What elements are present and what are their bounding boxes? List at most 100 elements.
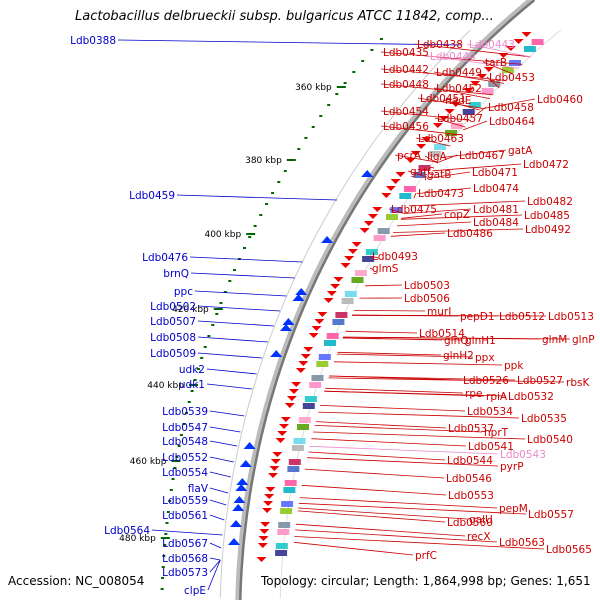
kbp-label: 460 kbp [130,457,167,467]
gene-block [298,417,311,423]
gene-block [450,123,463,129]
tick-dot [233,269,236,271]
tick-dot [177,445,181,447]
reverse-gene-arrow [262,508,273,513]
tick-dot [187,401,191,403]
reverse-gene-arrow [265,487,276,492]
reverse-gene-arrow [330,284,341,289]
right-gene-label: pyrP [500,461,524,473]
right-gene-label: Ldb0553 [448,490,494,502]
right-gene-label: glmS [372,263,399,275]
right-gene-label: Ldb0473 [418,188,464,200]
tick-dot [190,390,194,392]
tick-dot [352,71,356,73]
left-connector-layer [117,39,462,591]
reverse-gene-arrow [289,389,299,394]
tick-dot [297,148,301,150]
gene-block [365,249,378,255]
right-connector [315,421,447,429]
gene-block [531,39,544,45]
reverse-gene-arrow [521,32,532,37]
right-gene-label: Ldb0463 [418,133,464,145]
reverse-gene-arrow [286,396,297,401]
left-connector [209,487,229,494]
gene-block [309,382,322,388]
left-gene-label: Ldb0502 [150,301,196,313]
reverse-gene-arrow [258,536,269,541]
right-gene-label: glnP [572,334,595,346]
right-gene-label: Ldb0514 [419,328,465,340]
right-gene-label: Ldb0451 [420,93,466,105]
reverse-gene-arrow [270,459,281,464]
tick-dot [283,170,287,172]
left-gene-label: brnQ [163,268,189,280]
right-connector [417,97,482,109]
reverse-gene-arrow [263,501,274,506]
right-gene-label: Ldb0526 [463,375,509,387]
right-gene-label: Ldb0481 [473,204,519,216]
gene-block [354,270,367,276]
right-gene-label: tarB [485,57,507,69]
reverse-gene-arrow [279,424,289,429]
gene-block [341,298,354,304]
right-connector [441,149,507,158]
right-gene-label: Ldb0560 [447,517,493,529]
right-connector [312,431,526,440]
gene-block [434,144,447,150]
tick-dot [200,357,204,359]
topology-summary: Topology: circular; Length: 1,864,998 bp… [261,574,591,588]
right-gene-label: copZ [444,209,470,221]
gene-block [311,375,324,381]
gene-block [291,445,304,451]
tick-dot [271,192,275,194]
right-gene-label: Ldb0443 [469,39,515,51]
gene-block [275,550,288,556]
right-connector [466,43,531,58]
right-connector [298,502,527,515]
right-connector [401,213,443,219]
left-gene-label: Ldb0476 [142,252,188,264]
right-gene-label: Ldb0444 [430,51,476,63]
reverse-gene-arrow [421,137,432,142]
right-connector [369,267,374,270]
right-connector [404,208,472,214]
tick-dot [164,533,168,535]
left-connector [209,542,222,549]
left-connector [209,499,227,506]
right-gene-label: rpiA [486,391,508,403]
forward-gene-arrow [233,496,246,503]
left-gene-label: Ldb0552 [162,452,208,464]
right-connector [333,361,503,366]
right-connector [345,330,418,334]
reverse-gene-arrow [347,249,358,254]
right-gene-label: Ldb0457 [437,113,483,125]
gene-block [297,424,309,430]
right-gene-label: Ldb0449 [436,67,482,79]
right-gene-label: Ldb0493 [372,251,418,263]
right-gene-label: Ldb0453 [489,72,535,84]
reverse-gene-arrow [326,291,337,296]
gene-block [445,130,458,136]
right-connector [325,387,464,394]
tick-dot [259,214,263,216]
right-gene-label: Ldb0503 [404,280,450,292]
right-connector [416,187,472,194]
right-gene-label: ligA [427,151,447,163]
tick-dot [171,478,175,480]
reverse-gene-arrow [314,319,325,324]
reverse-gene-arrow [269,466,280,471]
tick-dot [228,280,232,282]
right-gene-label: Ldb0435 [383,47,429,59]
left-gene-label: Ldb0564 [104,525,150,537]
right-gene-label: Ldb0535 [521,413,567,425]
reverse-gene-arrow [470,81,481,86]
right-gene-label: Ldb0527 [517,375,563,387]
forward-gene-arrow [292,294,305,301]
right-gene-label: nadE [445,95,471,107]
right-gene-label: Ldb0485 [524,210,570,222]
tick-dot [311,126,315,128]
left-connector [190,272,295,279]
right-gene-label: Ldb0448 [383,79,429,91]
right-gene-label: Ldb0482 [527,196,573,208]
reverse-gene-arrow [284,403,295,408]
